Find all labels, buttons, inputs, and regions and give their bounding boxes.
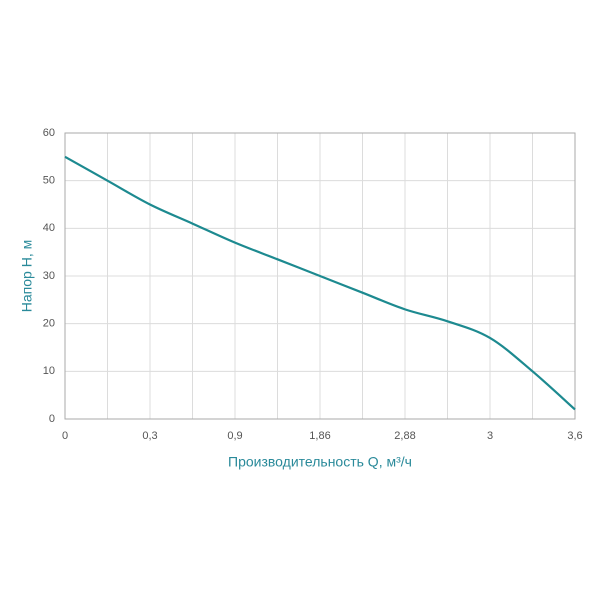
plot-border: [64, 132, 576, 420]
y-tick-label: 20: [43, 318, 55, 330]
x-tick-label: 0: [62, 430, 68, 442]
y-tick-label: 10: [43, 365, 55, 377]
x-tick-label: 0,9: [227, 430, 242, 442]
x-tick-label: 0,3: [142, 430, 157, 442]
line: [64, 155, 576, 411]
x-axis-title: Производительность Q, м³/ч: [228, 454, 412, 470]
y-axis-title: Напор H, м: [19, 240, 35, 312]
x-tick-label: 3: [487, 430, 493, 442]
y-tick-label: 30: [43, 270, 55, 282]
x-tick-label: 1,86: [309, 430, 330, 442]
y-tick-label: 40: [43, 222, 55, 234]
y-tick-label: 50: [43, 175, 55, 187]
x-tick-label: 2,88: [394, 430, 415, 442]
y-tick-label: 0: [49, 413, 55, 425]
x-tick-label: 3,6: [567, 430, 582, 442]
y-tick-label: 60: [43, 127, 55, 139]
